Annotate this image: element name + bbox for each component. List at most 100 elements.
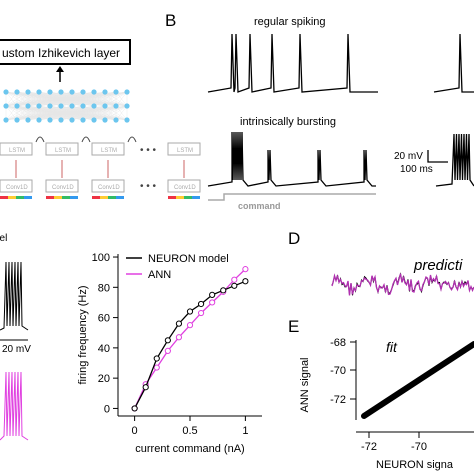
- network-edge: [5, 91, 84, 107]
- network-edge: [5, 91, 18, 107]
- data-point: [209, 291, 216, 298]
- y-tick-label: 60: [98, 313, 110, 325]
- y-tick-label: 20: [98, 373, 110, 385]
- scale-bar-fragment-label: 20 mV: [2, 344, 31, 355]
- fi-curve-chart: 0 20 40 60 80 100 0 0.5 1 NEURON model ANN curren…: [77, 252, 262, 455]
- network-node: [91, 117, 97, 123]
- data-point: [131, 405, 138, 412]
- network-node: [69, 117, 75, 123]
- y-tick-label: 40: [98, 343, 110, 355]
- data-point: [242, 266, 249, 273]
- intrinsically-bursting-label: intrinsically bursting: [240, 116, 336, 128]
- network-edge: [5, 91, 62, 107]
- panel-b: B regular spiking intrinsically bursting…: [165, 11, 474, 211]
- fit-title: fit: [386, 339, 398, 355]
- fit-x-axis-label: NEURON signa: [376, 459, 454, 471]
- regular-spiking-trace-right: [433, 33, 474, 93]
- network-node: [36, 89, 42, 95]
- network-edge: [93, 91, 128, 107]
- network-edge: [115, 105, 128, 121]
- network-node: [102, 103, 108, 109]
- panel-c-fragment: del 20 mV: [0, 233, 31, 441]
- data-point: [197, 300, 205, 308]
- network-edge: [5, 91, 95, 107]
- panel-e: E fit -68 -70 -72 -72 -70 ANN signal NEU…: [288, 317, 474, 471]
- fit-y-tick-label: -72: [330, 394, 346, 406]
- network-node: [36, 117, 42, 123]
- data-point: [242, 278, 249, 285]
- network-node: [58, 103, 64, 109]
- network-edge: [27, 91, 128, 107]
- data-point: [197, 309, 205, 317]
- network-node: [91, 89, 97, 95]
- scale-bar-ms-label: 100 ms: [400, 164, 433, 175]
- network-node: [124, 117, 130, 123]
- y-tick-label: 0: [104, 403, 110, 415]
- conv-block-label: Conv1D: [6, 185, 28, 191]
- regular-spiking-label: regular spiking: [254, 16, 326, 28]
- network-edge: [16, 91, 128, 107]
- network-edge: [5, 105, 62, 121]
- network-edge: [5, 91, 29, 107]
- network-node: [102, 117, 108, 123]
- panel-letter-d: D: [288, 229, 300, 248]
- network-node: [80, 117, 86, 123]
- network-node: [47, 103, 53, 109]
- data-point: [153, 355, 160, 362]
- fit-y-tick-label: -70: [330, 365, 346, 377]
- lstm-block-label: LSTM: [9, 148, 25, 154]
- data-point: [209, 299, 216, 306]
- recurrent-arrow-icon: [35, 136, 45, 143]
- network-edge: [5, 91, 40, 107]
- network-edge: [49, 91, 128, 107]
- command-step-line: [208, 193, 376, 201]
- lstm-block-label: LSTM: [177, 148, 193, 154]
- lstm-block: [45, 142, 79, 156]
- data-point: [231, 282, 238, 289]
- ellipsis: • • •: [140, 181, 157, 192]
- network-edge: [38, 105, 128, 121]
- network-edge: [5, 105, 84, 121]
- conv-row: Conv1D Conv1D Conv1D • • • Conv1D: [0, 160, 201, 199]
- network-node: [3, 89, 9, 95]
- fit-y-tick-label: -68: [330, 337, 346, 349]
- fit-y-axis-label: ANN signal: [299, 357, 311, 412]
- network-node: [14, 103, 20, 109]
- data-point: [231, 276, 238, 283]
- network-node: [102, 89, 108, 95]
- network-node: [3, 103, 9, 109]
- panel-a: ustom Izhikevich layer LSTM LSTM LSTM • …: [0, 39, 201, 199]
- fit-x-tick-label: -70: [411, 441, 427, 453]
- panel-d: D predicti: [288, 229, 474, 296]
- data-point: [220, 287, 227, 294]
- lstm-block-label: LSTM: [55, 148, 71, 154]
- regular-spiking-trace: [207, 33, 378, 93]
- y-axis-label: firing frequency (Hz): [77, 285, 89, 384]
- data-point: [186, 308, 194, 315]
- izhikevich-layer-label: ustom Izhikevich layer: [2, 46, 120, 60]
- x-tick-label: 1: [242, 425, 248, 437]
- recurrent-arrow-icon: [81, 136, 91, 143]
- recurrent-arrow-icon: [127, 136, 137, 143]
- network-node: [113, 117, 119, 123]
- conv-block: [0, 179, 33, 193]
- network-node: [14, 89, 20, 95]
- network-edge: [71, 91, 128, 107]
- network-edge: [38, 91, 128, 107]
- lstm-row: LSTM LSTM LSTM • • • LSTM: [0, 136, 201, 156]
- neural-network-diagram: [3, 89, 130, 123]
- network-edge: [5, 105, 29, 121]
- network-edge: [115, 91, 128, 107]
- scale-bar: [427, 150, 448, 163]
- network-node: [25, 117, 31, 123]
- data-point: [175, 320, 183, 327]
- network-node: [47, 89, 53, 95]
- network-node: [80, 89, 86, 95]
- x-tick-label: 0: [132, 425, 138, 437]
- network-node: [113, 103, 119, 109]
- fi-series: [131, 266, 249, 412]
- network-edge: [104, 91, 128, 107]
- input-color-strip: [0, 196, 200, 199]
- network-edge: [71, 105, 128, 121]
